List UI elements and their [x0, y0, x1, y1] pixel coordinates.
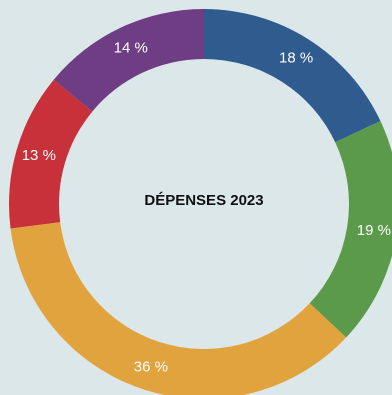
slice-label-1: 18 % — [279, 50, 313, 67]
slice-labels: 18 % 19 % 36 % 13 % 14 % — [22, 39, 391, 375]
donut-slice-1 — [204, 9, 381, 143]
slice-label-4: 13 % — [22, 147, 56, 164]
slice-label-3: 36 % — [134, 359, 168, 376]
slice-label-2: 19 % — [357, 222, 391, 239]
donut-slice-4 — [9, 79, 93, 229]
donut-slice-3 — [10, 222, 347, 395]
donut-slice-2 — [309, 120, 392, 338]
donut-slices — [9, 9, 392, 395]
slice-label-5: 14 % — [114, 39, 148, 56]
chart-title: DÉPENSES 2023 — [144, 192, 263, 209]
donut-slice-5 — [53, 9, 205, 112]
